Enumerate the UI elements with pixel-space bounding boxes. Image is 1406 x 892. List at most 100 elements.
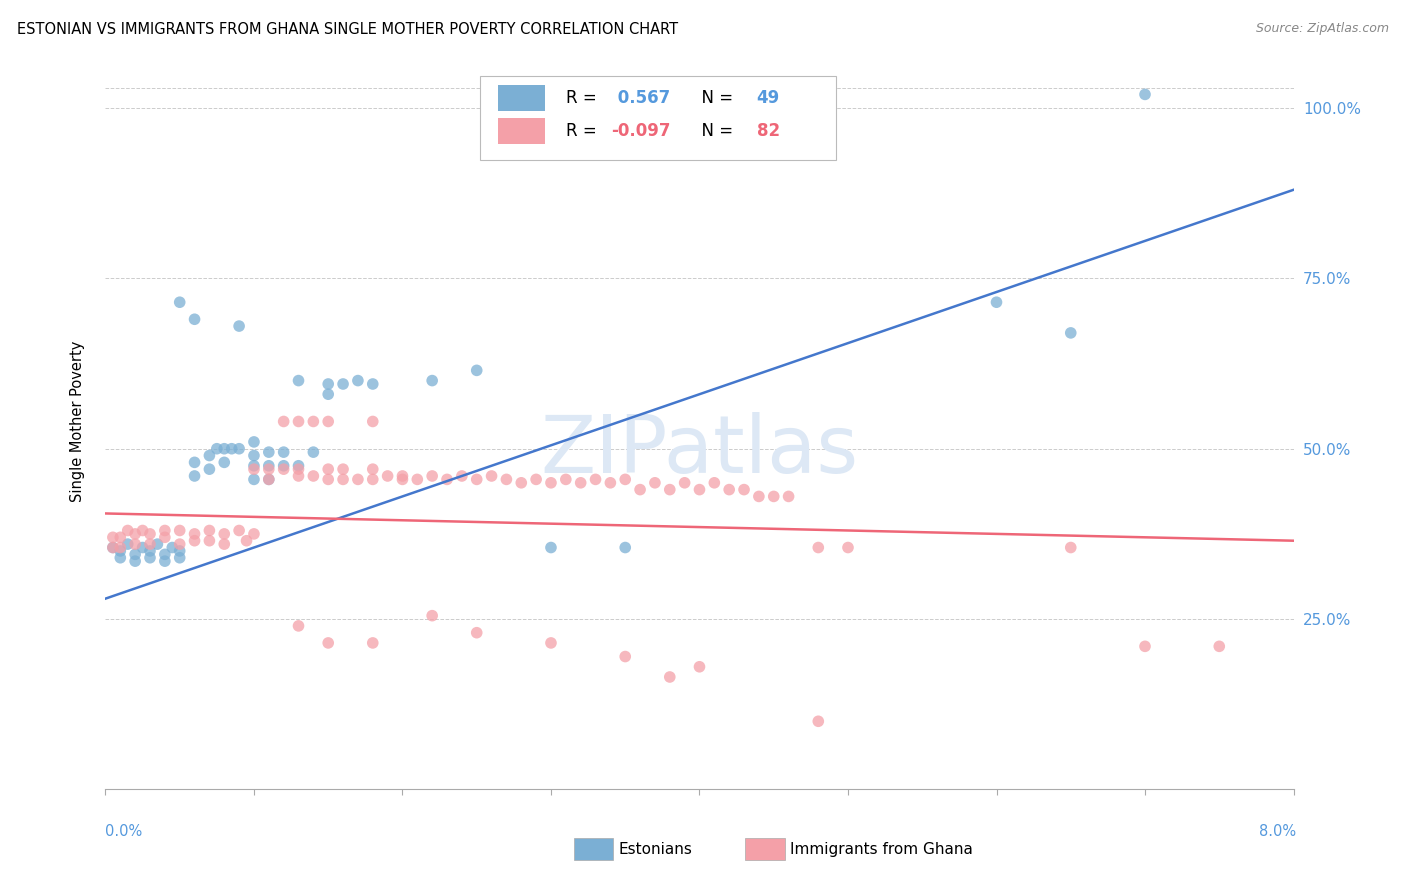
Point [198, 533, 221, 548]
Point [169, 537, 191, 551]
Point [183, 469, 205, 483]
Point [628, 483, 651, 497]
Point [243, 449, 266, 463]
Point [658, 670, 681, 684]
Point [1060, 541, 1083, 555]
Point [316, 636, 339, 650]
Point [183, 527, 205, 541]
Point [554, 472, 576, 486]
Point [214, 537, 236, 551]
Point [807, 541, 830, 555]
Point [1208, 640, 1230, 654]
Point [243, 527, 266, 541]
Point [689, 660, 711, 674]
Point [183, 312, 205, 326]
FancyBboxPatch shape [498, 85, 546, 111]
Point [465, 625, 488, 640]
Text: 0.0%: 0.0% [105, 824, 142, 838]
Point [198, 462, 221, 476]
Text: ESTONIAN VS IMMIGRANTS FROM GHANA SINGLE MOTHER POVERTY CORRELATION CHART: ESTONIAN VS IMMIGRANTS FROM GHANA SINGLE… [17, 22, 678, 37]
Point [361, 636, 384, 650]
Text: N =: N = [692, 88, 738, 107]
Point [101, 541, 124, 555]
Point [287, 462, 309, 476]
Point [287, 469, 309, 483]
Point [124, 554, 146, 568]
FancyBboxPatch shape [498, 118, 546, 144]
Point [347, 472, 370, 486]
Point [110, 541, 132, 555]
Point [153, 530, 176, 544]
Point [332, 462, 354, 476]
Point [524, 472, 547, 486]
Point [117, 537, 139, 551]
Point [243, 472, 266, 486]
Point [273, 445, 295, 459]
Point [748, 490, 770, 504]
Point [257, 472, 280, 486]
Point [243, 458, 266, 473]
Point [183, 455, 205, 469]
Point [153, 547, 176, 561]
Point [510, 475, 533, 490]
Point [540, 541, 562, 555]
Point [101, 530, 124, 544]
Point [257, 472, 280, 486]
Point [495, 472, 517, 486]
Point [614, 472, 637, 486]
Point [183, 533, 205, 548]
Text: R =: R = [567, 122, 602, 140]
Point [131, 524, 153, 538]
Point [257, 445, 280, 459]
Point [162, 541, 184, 555]
Point [837, 541, 859, 555]
Point [361, 462, 384, 476]
Point [124, 527, 146, 541]
Point [117, 524, 139, 538]
Point [316, 472, 339, 486]
Point [540, 636, 562, 650]
Point [332, 376, 354, 391]
Point [273, 458, 295, 473]
Point [221, 442, 243, 456]
Point [214, 455, 236, 469]
Point [703, 475, 725, 490]
Point [273, 415, 295, 429]
Text: -0.097: -0.097 [612, 122, 671, 140]
Point [235, 533, 257, 548]
Point [228, 524, 250, 538]
Point [287, 619, 309, 633]
Point [124, 547, 146, 561]
Point [287, 415, 309, 429]
Point [101, 541, 124, 555]
Point [153, 524, 176, 538]
Point [146, 537, 169, 551]
Point [273, 462, 295, 476]
Point [243, 434, 266, 449]
Point [436, 472, 458, 486]
Point [1133, 640, 1156, 654]
Point [139, 527, 162, 541]
Point [316, 415, 339, 429]
Point [420, 469, 443, 483]
Point [169, 544, 191, 558]
Point [243, 462, 266, 476]
Text: 0.567: 0.567 [612, 88, 669, 107]
Point [205, 442, 228, 456]
Point [569, 475, 592, 490]
Point [131, 541, 153, 555]
Text: 8.0%: 8.0% [1260, 824, 1296, 838]
Point [228, 442, 250, 456]
Point [214, 442, 236, 456]
Point [762, 490, 785, 504]
Point [540, 475, 562, 490]
Text: Immigrants from Ghana: Immigrants from Ghana [790, 842, 973, 856]
Point [1060, 326, 1083, 340]
Point [302, 415, 325, 429]
Point [718, 483, 741, 497]
Point [347, 374, 370, 388]
Point [302, 469, 325, 483]
Point [391, 472, 413, 486]
Point [169, 295, 191, 310]
Point [465, 363, 488, 377]
